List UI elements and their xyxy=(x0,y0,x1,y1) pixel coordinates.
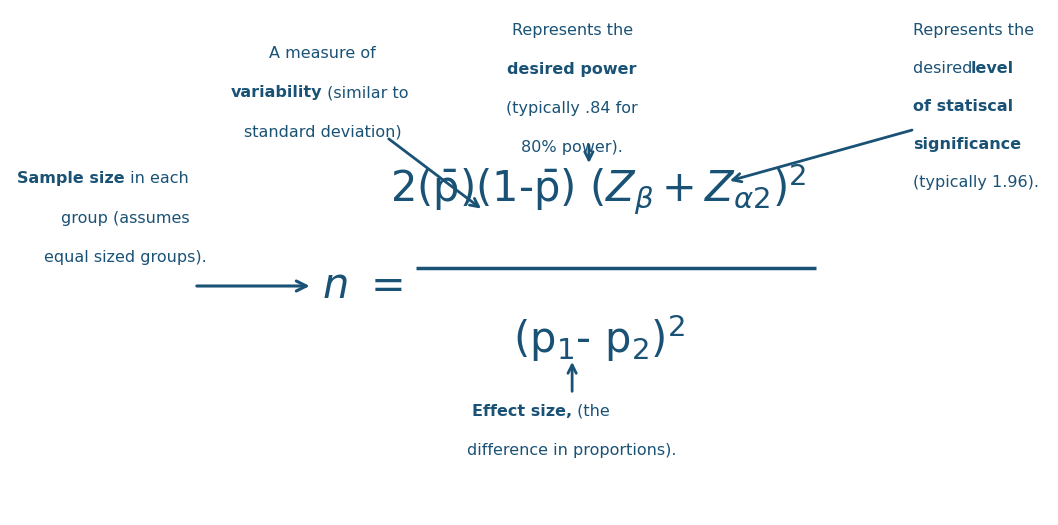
Text: equal sized groups).: equal sized groups). xyxy=(43,250,206,265)
Text: desired: desired xyxy=(913,61,978,76)
Text: (typically 1.96).: (typically 1.96). xyxy=(913,175,1039,190)
Text: Effect size,: Effect size, xyxy=(472,404,572,419)
Text: (the: (the xyxy=(572,404,609,419)
Text: desired power: desired power xyxy=(508,62,637,77)
Text: $(\mathrm{p}_1\text{-}\ \mathrm{p}_2)^2$: $(\mathrm{p}_1\text{-}\ \mathrm{p}_2)^2$ xyxy=(513,312,685,364)
Text: level: level xyxy=(971,61,1014,76)
Text: (typically .84 for: (typically .84 for xyxy=(506,101,638,116)
Text: in each: in each xyxy=(125,172,188,186)
Text: 80% power).: 80% power). xyxy=(522,140,623,155)
Text: Sample size: Sample size xyxy=(17,172,125,186)
Text: variability: variability xyxy=(231,85,323,100)
Text: Represents the: Represents the xyxy=(512,23,633,38)
Text: A measure of: A measure of xyxy=(269,46,376,61)
Text: difference in proportions).: difference in proportions). xyxy=(468,443,677,458)
Text: $2(\bar{\mathrm{p}})(1\text{-}\bar{\mathrm{p}})\ (Z_{\beta} + Z_{\alpha 2})^2$: $2(\bar{\mathrm{p}})(1\text{-}\bar{\math… xyxy=(390,162,807,217)
Text: group (assumes: group (assumes xyxy=(60,211,189,226)
Text: $n\ =$: $n\ =$ xyxy=(322,265,402,307)
Text: significance: significance xyxy=(913,137,1021,152)
Text: (similar to: (similar to xyxy=(323,85,408,100)
Text: Represents the: Represents the xyxy=(913,23,1034,38)
Text: standard deviation): standard deviation) xyxy=(243,124,401,140)
Text: of statiscal: of statiscal xyxy=(913,99,1013,114)
